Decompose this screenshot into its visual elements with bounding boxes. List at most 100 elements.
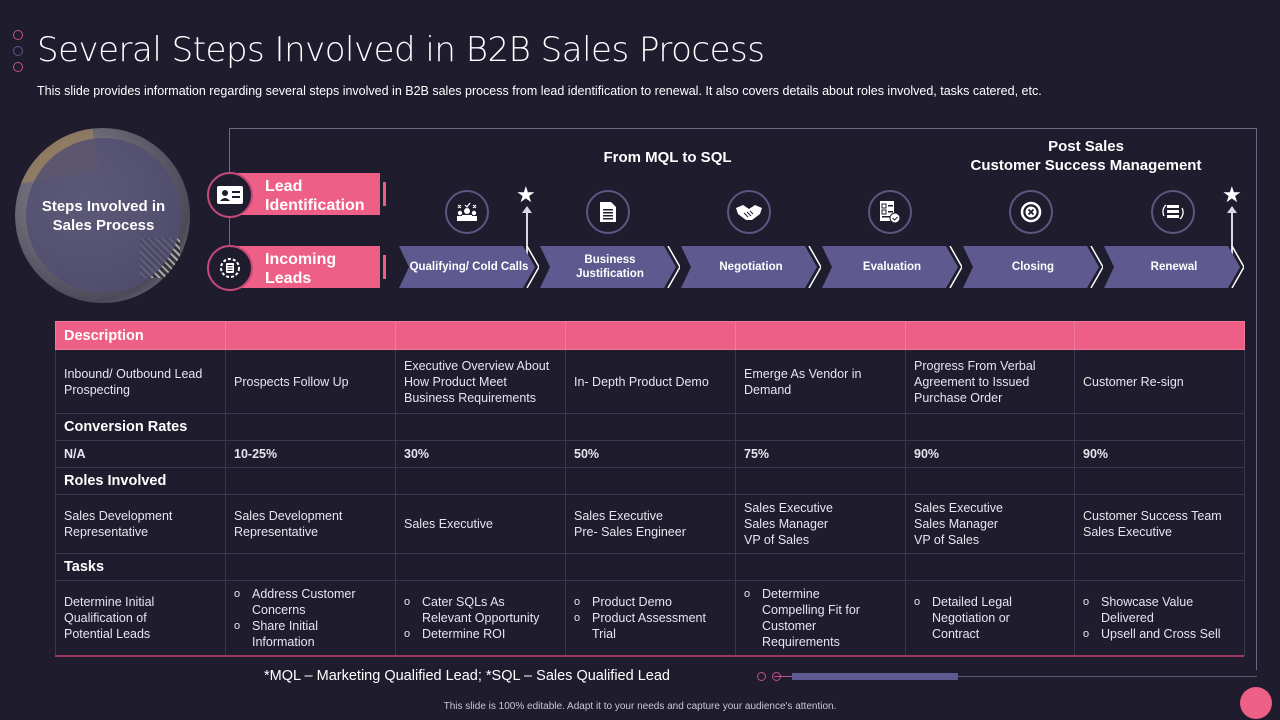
table-cell (735, 413, 906, 441)
task-bullet: Product Assessment Trial (574, 610, 727, 642)
tasks-header: Tasks (55, 553, 226, 581)
editable-note: This slide is 100% editable. Adapt it to… (443, 701, 837, 712)
table-cell: 90% (905, 440, 1075, 468)
step-evaluation: Evaluation (822, 246, 962, 288)
table-cell (1074, 467, 1245, 495)
post-sales-line2: Customer Success Management (970, 157, 1202, 174)
lead-tick (383, 255, 386, 279)
gear-document-icon (207, 245, 253, 291)
task-bullet: Share Initial Information (234, 618, 387, 650)
table-header-row: Description (55, 321, 1245, 350)
section-post-sales: Post Sales Customer Success Management (940, 137, 1232, 175)
star-icon: ★ (516, 182, 536, 207)
table-row: Roles Involved (55, 467, 1245, 495)
step-label: Evaluation (862, 261, 922, 273)
decor-link (774, 676, 792, 677)
table-row: Inbound/ Outbound Lead Prospecting Prosp… (55, 349, 1245, 414)
lead-identification-label: Lead Identification (265, 178, 365, 214)
header-cell (1074, 321, 1245, 350)
table-cell (905, 413, 1075, 441)
footnote: *MQL – Marketing Qualified Lead; *SQL – … (264, 668, 670, 684)
task-bullet: Determine Compelling Fit for Customer Re… (744, 586, 897, 650)
steps-circle-label: Steps Involved in Sales Process (41, 198, 166, 234)
step-label: Qualifying/ Cold Calls (409, 261, 529, 273)
table-row: Determine Initial Qualification of Poten… (55, 580, 1245, 656)
table-row: Tasks (55, 553, 1245, 581)
table-cell: N/A (55, 440, 226, 468)
step-label: Negotiation (719, 261, 783, 273)
document-icon (586, 190, 630, 234)
table-cell (735, 553, 906, 581)
table-cell: Progress From Verbal Agreement to Issued… (905, 349, 1075, 414)
close-circle-icon (1009, 190, 1053, 234)
task-bullet: Detailed Legal Negotiation or Contract (914, 594, 1066, 642)
roles-header: Roles Involved (55, 467, 226, 495)
header-cell (395, 321, 566, 350)
table-cell: 90% (1074, 440, 1245, 468)
task-bullet: Address Customer Concerns (234, 586, 387, 618)
table-bottom-border (55, 655, 1244, 657)
table-cell (225, 413, 396, 441)
table-cell: Emerge As Vendor in Demand (735, 349, 906, 414)
header-cell (225, 321, 396, 350)
table-cell (565, 467, 736, 495)
page-title: Several Steps Involved in B2B Sales Proc… (37, 30, 765, 70)
table-row: N/A 10-25% 30% 50% 75% 90% 90% (55, 440, 1245, 468)
lead-tick (383, 182, 386, 206)
table-cell: 75% (735, 440, 906, 468)
table-cell (1074, 413, 1245, 441)
task-bullet: Product Demo (574, 594, 727, 610)
frame-right-line (1256, 128, 1257, 300)
step-qualifying: Qualifying/ Cold Calls (399, 246, 539, 288)
table-cell (1074, 553, 1245, 581)
decor-dot (13, 30, 23, 40)
section-mql-to-sql: From MQL to SQL (603, 149, 732, 166)
header-cell (905, 321, 1075, 350)
decor-dot (757, 672, 766, 681)
header-cell (735, 321, 906, 350)
task-bullet: Cater SQLs As Relevant Opportunity (404, 594, 557, 626)
arrow-up-icon (1227, 206, 1237, 262)
description-header: Description (55, 321, 226, 350)
table-cell: Executive Overview About How Product Mee… (395, 349, 566, 414)
decor-dot (13, 46, 23, 56)
task-bullet: Determine ROI (404, 626, 557, 642)
table-row: Sales Development Representative Sales D… (55, 494, 1245, 554)
table-cell (395, 467, 566, 495)
table-cell (735, 467, 906, 495)
table-cell: Showcase Value DeliveredUpsell and Cross… (1074, 580, 1245, 656)
task-bullet: Showcase Value Delivered (1083, 594, 1236, 626)
table-cell: Cater SQLs As Relevant OpportunityDeterm… (395, 580, 566, 656)
sales-process-table: Description Inbound/ Outbound Lead Prosp… (55, 321, 1245, 656)
slide-decor-dots (13, 30, 25, 78)
table-cell: Address Customer ConcernsShare Initial I… (225, 580, 396, 656)
frame-top-line (229, 128, 1257, 129)
decor-bar (792, 673, 958, 680)
table-cell: Inbound/ Outbound Lead Prospecting (55, 349, 226, 414)
step-negotiation: Negotiation (681, 246, 821, 288)
table-cell: Sales Executive Pre- Sales Engineer (565, 494, 736, 554)
table-cell (225, 553, 396, 581)
team-people-icon (445, 190, 489, 234)
table-cell: 10-25% (225, 440, 396, 468)
table-cell: Sales Executive Sales Manager VP of Sale… (735, 494, 906, 554)
task-bullet: Upsell and Cross Sell (1083, 626, 1236, 642)
conversion-header: Conversion Rates (55, 413, 226, 441)
step-label: Business Justification (576, 254, 644, 280)
photo-overlay (26, 138, 181, 293)
table-cell: Sales Development Representative (225, 494, 396, 554)
incoming-leads-box: Incoming Leads (228, 246, 380, 288)
table-cell: Sales Executive Sales Manager VP of Sale… (905, 494, 1075, 554)
page-subtitle: This slide provides information regardin… (37, 84, 1042, 98)
table-cell: Sales Development Representative (55, 494, 226, 554)
incoming-leads-label: Incoming Leads (265, 251, 337, 287)
table-cell: Determine Initial Qualification of Poten… (55, 580, 226, 656)
step-label: Closing (1011, 261, 1055, 273)
table-cell (395, 553, 566, 581)
table-cell: 50% (565, 440, 736, 468)
table-cell: 30% (395, 440, 566, 468)
step-label: Renewal (1150, 261, 1198, 273)
arrow-up-icon (522, 206, 532, 262)
lead-identification-box: Lead Identification (228, 173, 380, 215)
post-sales-line1: Post Sales (1048, 138, 1124, 155)
